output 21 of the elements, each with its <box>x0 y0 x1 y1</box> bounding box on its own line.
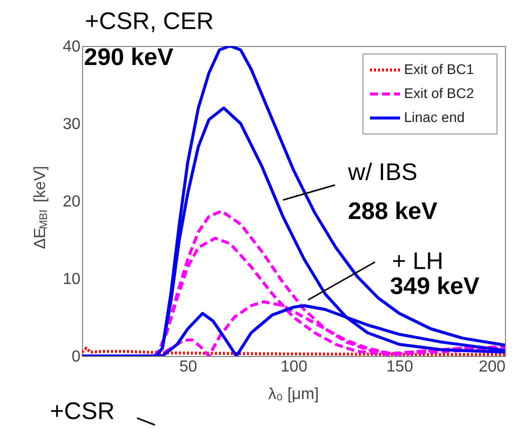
annotation: + LH <box>392 248 444 275</box>
y-tick-label: 20 <box>62 194 81 210</box>
text: +CSR, CER <box>85 8 214 35</box>
y-tick-label: 40 <box>62 38 81 56</box>
x-axis-title: λ₀ [μm] <box>268 386 319 403</box>
legend-label: Exit of BC2 <box>404 85 474 101</box>
x-tick-label: 100 <box>280 358 308 376</box>
y-tick-label: 0 <box>72 348 81 366</box>
text: +CSR <box>50 398 115 425</box>
x-tick-label: 150 <box>386 358 414 376</box>
x-tick-label: 50 <box>179 358 198 376</box>
annotation: 290 keV <box>84 44 174 71</box>
y-axis-title: ΔEMBI [keV] <box>32 166 50 249</box>
legend-label: Linac end <box>404 109 465 125</box>
y-tick-label: 30 <box>62 116 81 133</box>
legend-label: Exit of BC1 <box>404 61 474 77</box>
x-tick-label: 200 <box>478 358 506 376</box>
y-tick-label: 10 <box>62 271 81 288</box>
annotation: 288 keV <box>348 198 438 225</box>
annotation: 349 keV <box>390 273 480 300</box>
annotation: w/ IBS <box>347 159 418 186</box>
